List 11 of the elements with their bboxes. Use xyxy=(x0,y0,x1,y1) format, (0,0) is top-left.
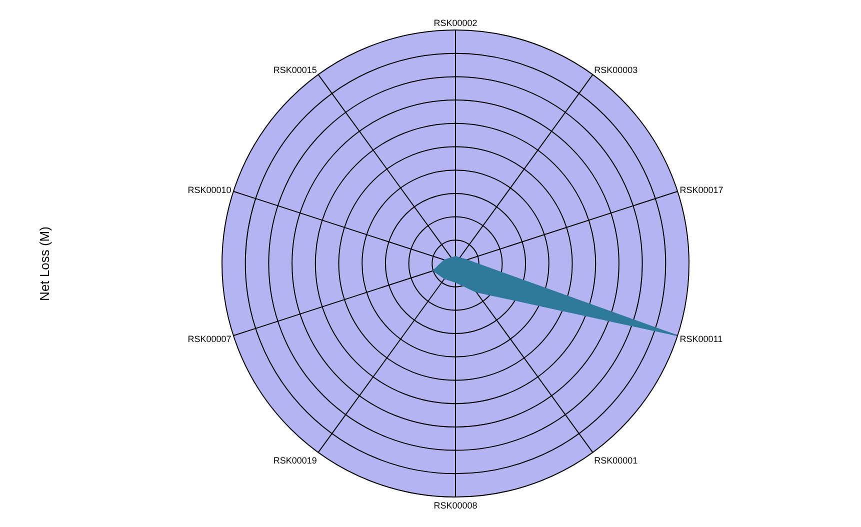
spoke-label: RSK00019 xyxy=(273,455,317,466)
spoke-label: RSK00001 xyxy=(594,455,638,466)
text: Net Loss (M) xyxy=(36,226,52,301)
spoke-label: RSK00017 xyxy=(680,185,724,196)
spoke-label: RSK00007 xyxy=(188,334,232,344)
spoke-label: RSK00003 xyxy=(594,65,638,76)
spoke-label: RSK00015 xyxy=(273,65,317,76)
spoke-label: RSK00002 xyxy=(434,18,478,28)
spoke-label: RSK00008 xyxy=(434,500,478,510)
spoke-label: RSK00011 xyxy=(680,334,723,344)
spoke-label: RSK00010 xyxy=(188,185,232,196)
